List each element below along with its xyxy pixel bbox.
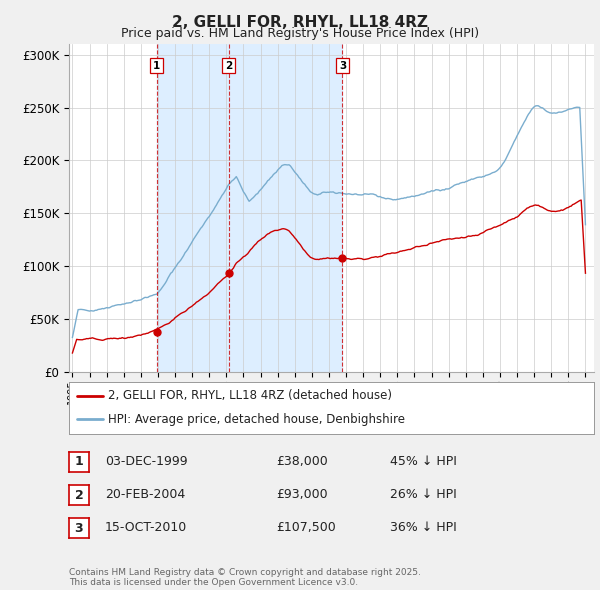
Text: 45% ↓ HPI: 45% ↓ HPI xyxy=(390,455,457,468)
Text: 15-OCT-2010: 15-OCT-2010 xyxy=(105,521,187,534)
Text: 36% ↓ HPI: 36% ↓ HPI xyxy=(390,521,457,534)
Text: £38,000: £38,000 xyxy=(276,455,328,468)
Text: £107,500: £107,500 xyxy=(276,521,336,534)
Text: 2: 2 xyxy=(74,489,83,502)
Text: HPI: Average price, detached house, Denbighshire: HPI: Average price, detached house, Denb… xyxy=(109,412,406,425)
Text: Contains HM Land Registry data © Crown copyright and database right 2025.
This d: Contains HM Land Registry data © Crown c… xyxy=(69,568,421,587)
Text: 1: 1 xyxy=(74,455,83,468)
Text: £93,000: £93,000 xyxy=(276,488,328,501)
Text: 2: 2 xyxy=(225,61,232,71)
Text: 1: 1 xyxy=(153,61,160,71)
Text: 2, GELLI FOR, RHYL, LL18 4RZ: 2, GELLI FOR, RHYL, LL18 4RZ xyxy=(172,15,428,30)
Text: 26% ↓ HPI: 26% ↓ HPI xyxy=(390,488,457,501)
Text: 20-FEB-2004: 20-FEB-2004 xyxy=(105,488,185,501)
Text: Price paid vs. HM Land Registry's House Price Index (HPI): Price paid vs. HM Land Registry's House … xyxy=(121,27,479,40)
Text: 3: 3 xyxy=(339,61,346,71)
Text: 3: 3 xyxy=(74,522,83,535)
Bar xyxy=(157,44,343,372)
Text: 03-DEC-1999: 03-DEC-1999 xyxy=(105,455,188,468)
Text: 2, GELLI FOR, RHYL, LL18 4RZ (detached house): 2, GELLI FOR, RHYL, LL18 4RZ (detached h… xyxy=(109,389,392,402)
